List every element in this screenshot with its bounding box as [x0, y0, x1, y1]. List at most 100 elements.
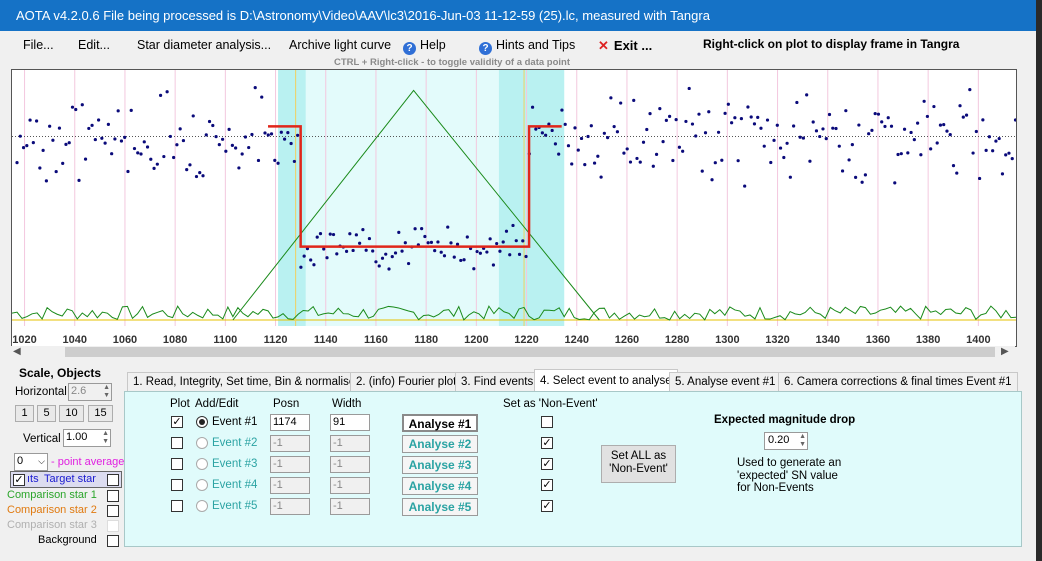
event-1-width-field[interactable]: 91 — [330, 414, 370, 431]
plot-checkbox-event-4[interactable] — [171, 479, 183, 491]
data-point — [648, 112, 652, 116]
scale-5-button[interactable]: 5 — [37, 405, 56, 422]
data-point — [413, 227, 417, 231]
event-2-label[interactable]: Event #2 — [212, 437, 258, 449]
event-3-posn-field[interactable]: -1 — [270, 456, 310, 473]
event-1-posn-field[interactable]: 1174 — [270, 414, 310, 431]
data-point — [606, 136, 610, 140]
chevron-down-icon[interactable]: ⌵ — [38, 456, 45, 466]
analyse-event-2-button[interactable]: Analyse #2 — [402, 435, 478, 453]
target-star-checkbox[interactable]: ✓ — [13, 474, 25, 486]
event-4-posn-field[interactable]: -1 — [270, 477, 310, 494]
tab-camera-corrections[interactable]: 6. Camera corrections & final times Even… — [778, 372, 1018, 392]
plot-checkbox-event-3[interactable] — [171, 458, 183, 470]
menu-file[interactable]: File... — [23, 38, 54, 52]
plot-horizontal-scrollbar[interactable]: ◀ ▶ — [11, 346, 1015, 358]
data-point — [599, 175, 603, 179]
menu-exit[interactable]: ✕ Exit ... — [598, 38, 652, 54]
light-curve-chart[interactable]: 1020 1040 1060 1080 1100 1120 1140 1160 1180 1200… — [12, 70, 1016, 346]
event-4-radio[interactable] — [196, 479, 208, 491]
data-point — [358, 241, 362, 245]
stepper-arrows-icon[interactable]: ▲ ▼ — [102, 430, 109, 445]
event-3-width-field[interactable]: -1 — [330, 456, 370, 473]
x-tick-label: 1260 — [615, 334, 639, 346]
scroll-right-arrow-icon[interactable]: ▶ — [1001, 346, 1009, 357]
data-point — [687, 86, 691, 91]
stepper-arrows-icon[interactable]: ▲ ▼ — [103, 384, 110, 399]
non-event-checkbox-3[interactable]: ✓ — [541, 458, 553, 470]
non-event-checkbox-1[interactable] — [541, 416, 553, 428]
comparison-star-1-checkbox[interactable] — [107, 490, 119, 502]
plot-checkbox-event-5[interactable] — [171, 500, 183, 512]
event-2-width-field[interactable]: -1 — [330, 435, 370, 452]
data-point — [743, 184, 747, 188]
comparison-star-2-checkbox[interactable] — [107, 505, 119, 517]
tab-read-integrity[interactable]: 1. Read, Integrity, Set time, Bin & norm… — [127, 372, 362, 392]
analyse-event-1-button[interactable]: Analyse #1 — [402, 414, 478, 432]
data-point — [912, 138, 916, 142]
non-event-checkbox-2[interactable]: ✓ — [541, 437, 553, 449]
magnitude-drop-stepper[interactable]: 0.20 ▲ ▼ — [764, 432, 808, 450]
event-2-radio[interactable] — [196, 437, 208, 449]
menu-hints[interactable]: ? Hints and Tips — [479, 38, 575, 55]
background-checkbox[interactable] — [107, 535, 119, 547]
tab-select-event[interactable]: 4. Select event to analyse — [534, 369, 678, 392]
vertical-label: Vertical — [23, 433, 61, 445]
menu-star-diameter[interactable]: Star diameter analysis... — [137, 38, 272, 52]
event-4-label[interactable]: Event #4 — [212, 479, 258, 491]
event-4-width-field[interactable]: -1 — [330, 477, 370, 494]
event-2-posn-field[interactable]: -1 — [270, 435, 310, 452]
col-nonevent-header: Set as 'Non-Event' — [503, 398, 598, 410]
scale-15-button[interactable]: 15 — [88, 405, 113, 422]
data-point — [354, 233, 358, 237]
data-point — [987, 135, 991, 139]
point-average-select[interactable]: 0 ⌵ — [14, 453, 48, 471]
data-point — [351, 248, 355, 253]
non-event-checkbox-5[interactable]: ✓ — [541, 500, 553, 512]
stepper-arrows-icon[interactable]: ▲ ▼ — [799, 433, 806, 448]
analyse-event-4-button[interactable]: Analyse #4 — [402, 477, 478, 495]
data-point — [925, 114, 929, 119]
analyse-event-5-button[interactable]: Analyse #5 — [402, 498, 478, 516]
event-5-radio[interactable] — [196, 500, 208, 512]
event-5-label[interactable]: Event #5 — [212, 500, 258, 512]
vertical-scale-stepper[interactable]: 1.00 ▲ ▼ — [63, 429, 111, 447]
data-point — [172, 155, 176, 160]
data-point — [997, 136, 1001, 141]
x-tick-label: 1120 — [264, 334, 288, 346]
comparison-star-3-checkbox[interactable] — [107, 520, 119, 532]
menu-archive-light-curve[interactable]: Archive light curve — [289, 38, 392, 52]
event-3-label[interactable]: Event #3 — [212, 458, 258, 470]
target-star-plot-checkbox[interactable] — [107, 474, 119, 486]
scale-1-button[interactable]: 1 — [15, 405, 34, 422]
data-point — [955, 171, 959, 175]
event-3-radio[interactable] — [196, 458, 208, 470]
target-star-row[interactable]: ✓ ıts Target star — [10, 471, 122, 488]
event-5-posn-field[interactable]: -1 — [270, 498, 310, 515]
menu-help[interactable]: ? Help — [403, 38, 446, 55]
tab-find-events[interactable]: 3. Find events — [455, 372, 540, 392]
plot-checkbox-event-1[interactable]: ✓ — [171, 416, 183, 428]
event-1-label[interactable]: Event #1 — [212, 416, 258, 428]
menu-edit[interactable]: Edit... — [78, 38, 110, 52]
scale-10-button[interactable]: 10 — [59, 405, 84, 422]
scrollbar-thumb[interactable] — [65, 347, 995, 357]
plot-checkbox-event-2[interactable] — [171, 437, 183, 449]
tab-fourier-plot[interactable]: 2. (info) Fourier plot — [350, 372, 463, 392]
scroll-left-arrow-icon[interactable]: ◀ — [13, 346, 21, 357]
non-event-checkbox-4[interactable]: ✓ — [541, 479, 553, 491]
data-point — [234, 146, 238, 150]
data-point — [707, 110, 711, 114]
data-point — [361, 227, 365, 232]
event-1-radio[interactable] — [196, 416, 208, 428]
data-point — [51, 138, 55, 142]
data-point — [798, 135, 802, 139]
analyse-event-3-button[interactable]: Analyse #3 — [402, 456, 478, 474]
tab-analyse-event[interactable]: 5. Analyse event #1 — [669, 372, 782, 392]
event-5-width-field[interactable]: -1 — [330, 498, 370, 515]
data-point — [713, 161, 717, 165]
set-all-non-event-button[interactable]: Set ALL as 'Non-Event' — [601, 445, 676, 483]
horizontal-scale-stepper[interactable]: 2.6 ▲ ▼ — [68, 383, 112, 401]
light-curve-plot[interactable]: 1020 1040 1060 1080 1100 1120 1140 1160 1180 1200… — [11, 69, 1017, 347]
data-point — [282, 137, 287, 141]
